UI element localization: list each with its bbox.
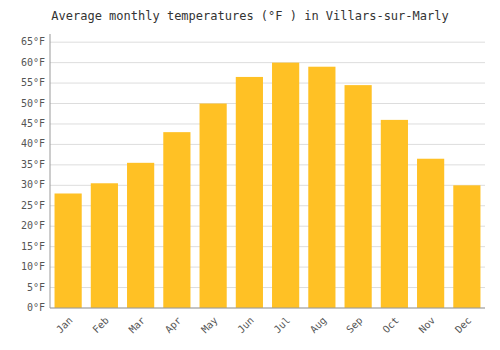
chart: Average monthly temperatures (°F ) in Vi…	[0, 0, 500, 350]
x-tick-label: Sep	[344, 315, 365, 336]
x-tick-label: Nov	[417, 315, 438, 336]
x-tick-label: Apr	[163, 315, 184, 336]
y-tick-label: 45°F	[21, 118, 45, 129]
grid-line	[50, 62, 485, 63]
bar	[345, 85, 372, 308]
x-tick-label: Jan	[54, 315, 75, 336]
y-tick-label: 65°F	[21, 36, 45, 47]
y-tick-label: 25°F	[21, 200, 45, 211]
y-tick-label: 35°F	[21, 159, 45, 170]
y-tick-label: 40°F	[21, 138, 45, 149]
x-axis-line	[50, 308, 485, 309]
x-tick-label: Jul	[272, 315, 293, 336]
grid-line	[50, 144, 485, 145]
bar	[163, 132, 190, 308]
bar	[381, 120, 408, 308]
y-tick-label: 20°F	[21, 220, 45, 231]
bar	[308, 67, 335, 308]
y-tick-label: 5°F	[27, 282, 45, 293]
y-grid	[50, 42, 485, 308]
bar	[55, 193, 82, 308]
x-tick-label: Feb	[90, 315, 111, 336]
bar	[236, 77, 263, 308]
bar	[272, 63, 299, 308]
grid-line	[50, 103, 485, 104]
x-tick-label: Mar	[127, 315, 148, 336]
x-tick-label: Aug	[308, 315, 329, 336]
y-axis-line	[50, 34, 51, 308]
y-tick-label: 55°F	[21, 77, 45, 88]
x-tick-label: Oct	[380, 315, 401, 336]
y-tick-label: 60°F	[21, 57, 45, 68]
bar	[91, 183, 118, 308]
bar	[200, 104, 227, 308]
grid-line	[50, 42, 485, 43]
bars	[55, 63, 481, 308]
bar	[453, 185, 480, 308]
title: Average monthly temperatures (°F ) in Vi…	[51, 9, 448, 23]
chart-container: Average monthly temperatures (°F ) in Vi…	[0, 0, 500, 350]
x-tick-label: Dec	[453, 315, 474, 336]
y-tick-label: 0°F	[27, 302, 45, 313]
x-tick-label: May	[199, 315, 220, 336]
bar	[127, 163, 154, 308]
grid-line	[50, 123, 485, 124]
x-tick-label: Jun	[235, 315, 256, 336]
y-tick-label: 10°F	[21, 261, 45, 272]
bar	[417, 159, 444, 308]
grid-line	[50, 83, 485, 84]
grid-line	[50, 308, 485, 309]
y-tick-label: 50°F	[21, 98, 45, 109]
y-tick-label: 15°F	[21, 241, 45, 252]
y-tick-label: 30°F	[21, 179, 45, 190]
